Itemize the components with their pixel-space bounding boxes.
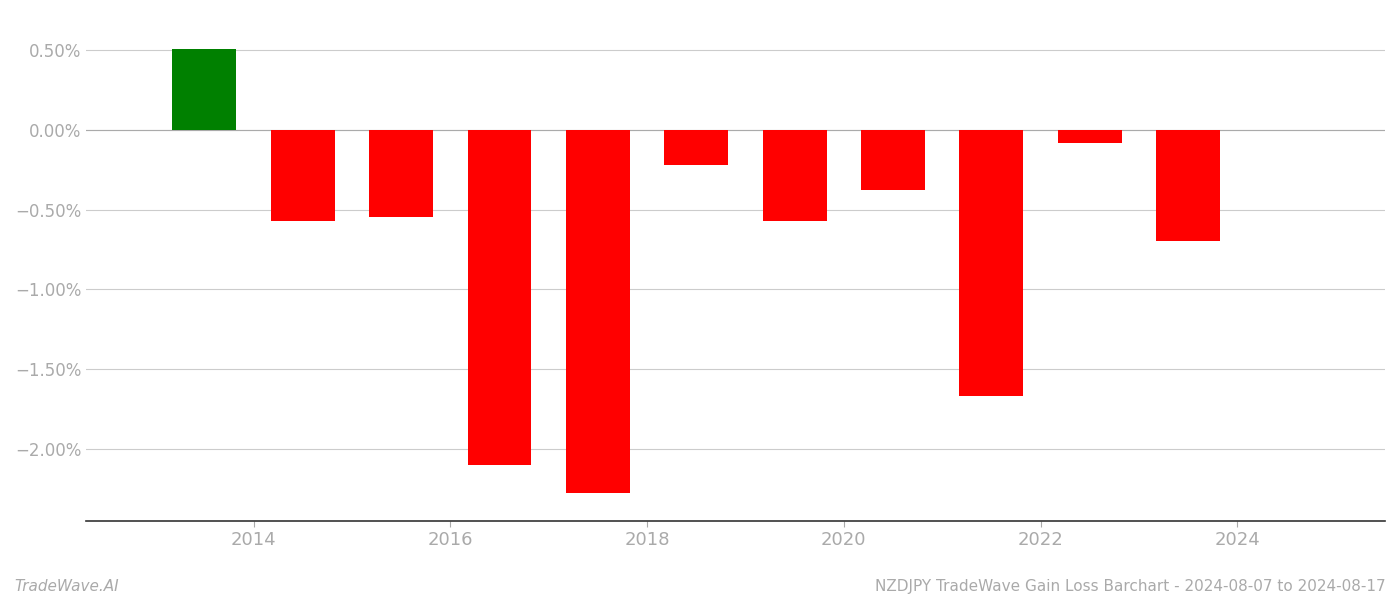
Bar xyxy=(370,130,433,217)
Bar xyxy=(763,130,826,221)
Bar xyxy=(664,130,728,165)
Text: NZDJPY TradeWave Gain Loss Barchart - 2024-08-07 to 2024-08-17: NZDJPY TradeWave Gain Loss Barchart - 20… xyxy=(875,579,1386,594)
Bar xyxy=(468,130,532,465)
Bar xyxy=(1058,130,1121,143)
Text: TradeWave.AI: TradeWave.AI xyxy=(14,579,119,594)
Bar xyxy=(861,130,925,190)
Bar xyxy=(959,130,1023,396)
Bar xyxy=(172,49,237,130)
Bar xyxy=(270,130,335,221)
Bar xyxy=(566,130,630,493)
Bar xyxy=(1156,130,1221,241)
